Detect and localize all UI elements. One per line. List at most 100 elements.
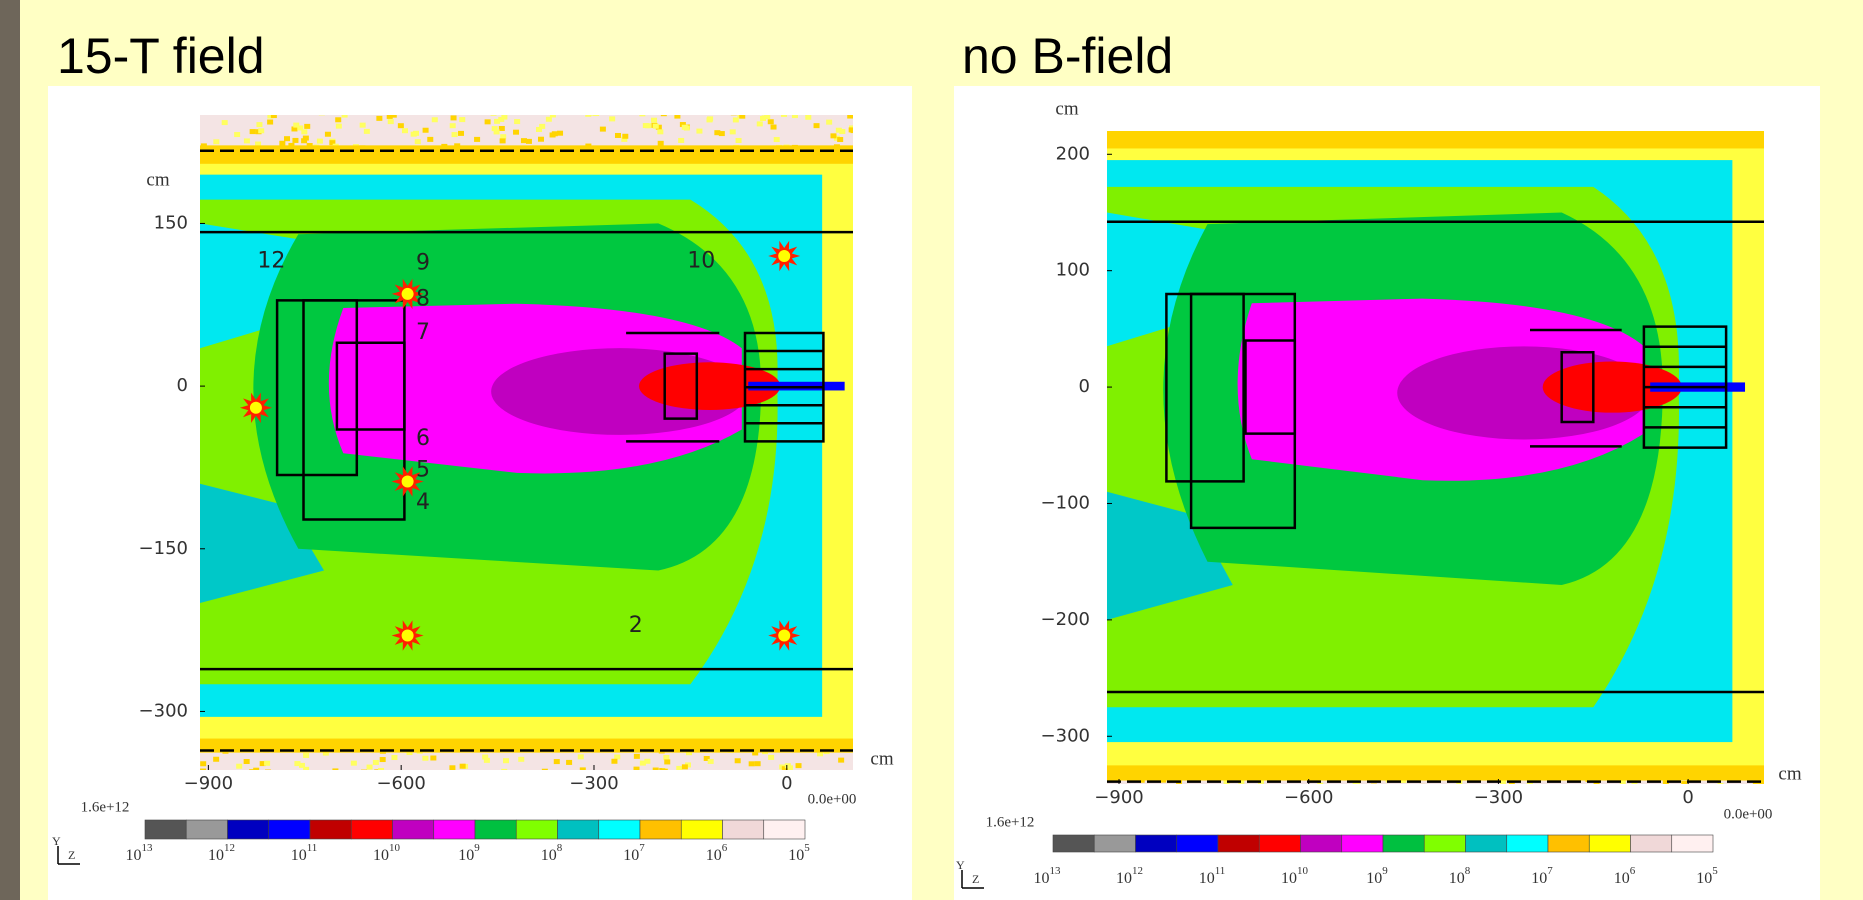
speckle xyxy=(557,130,564,136)
colorbar-swatch xyxy=(474,819,517,840)
colorbar-tick-exponent: 9 xyxy=(1382,865,1388,877)
speckle xyxy=(264,769,271,770)
orientation-label: Z xyxy=(68,848,75,862)
speckle xyxy=(599,126,606,132)
speckle xyxy=(847,115,853,119)
speckle xyxy=(707,758,714,764)
speckle xyxy=(329,140,336,146)
y-tick-label: 0 xyxy=(1079,376,1090,397)
y-tick-label: −300 xyxy=(139,700,188,721)
colorbar-tick-label: 107 xyxy=(1531,865,1553,887)
colorbar-swatch xyxy=(680,819,723,840)
colorbar-tick-exponent: 11 xyxy=(307,842,318,854)
speckle xyxy=(1317,782,1324,784)
speckle xyxy=(664,759,671,765)
speckle xyxy=(759,115,766,121)
speckle xyxy=(686,750,693,756)
colorbar-swatch xyxy=(722,819,765,840)
speckle xyxy=(494,118,501,124)
speckle xyxy=(379,757,386,763)
speckle xyxy=(431,117,438,123)
x-tick-label: −300 xyxy=(569,773,618,794)
speckle xyxy=(681,764,688,770)
speckle xyxy=(614,132,621,138)
speckle xyxy=(335,117,342,123)
colorbar-tick-base: 10 xyxy=(1449,870,1465,887)
speckle xyxy=(350,760,357,766)
speckle xyxy=(514,119,521,125)
x-unit: cm xyxy=(1778,763,1801,784)
speckle xyxy=(374,769,381,770)
speckle xyxy=(255,141,262,147)
speckle xyxy=(499,138,506,144)
colorbar-tick-base: 10 xyxy=(126,847,142,864)
speckle xyxy=(536,126,543,132)
colorbar-min-label: 0.0e+00 xyxy=(808,791,857,807)
speckle xyxy=(422,127,429,133)
colorbar-swatch xyxy=(1588,834,1631,853)
speckle xyxy=(503,758,510,764)
y-tick-label: −100 xyxy=(1041,492,1090,513)
detector-label: 4 xyxy=(416,490,430,515)
speckle xyxy=(703,755,710,761)
speckle xyxy=(427,136,434,142)
speckle xyxy=(537,136,544,142)
source-star-center xyxy=(249,401,262,414)
detector-outline xyxy=(1530,328,1622,448)
colorbar-swatch xyxy=(1465,834,1508,853)
speckle xyxy=(1619,779,1626,784)
x-tick-label: −900 xyxy=(1094,787,1143,808)
heatmap xyxy=(200,115,853,770)
source-star-center xyxy=(778,629,791,642)
speckle xyxy=(639,760,646,766)
colorbar-tick-base: 10 xyxy=(373,847,389,864)
speckle xyxy=(264,760,271,766)
speckle xyxy=(767,119,774,125)
speckle xyxy=(322,750,329,756)
speckle xyxy=(657,140,664,146)
detector-outline xyxy=(1560,350,1595,424)
x-unit: cm xyxy=(870,748,893,769)
orientation-label: Z xyxy=(972,872,979,886)
speckle xyxy=(397,123,404,129)
colorbar-swatch xyxy=(1052,834,1095,853)
speckle xyxy=(293,122,300,128)
y-tick-label: 0 xyxy=(177,375,188,396)
speckle xyxy=(498,116,505,122)
speckle xyxy=(390,115,397,118)
colorbar-swatch xyxy=(350,819,393,840)
speckle xyxy=(520,138,527,144)
speckle xyxy=(1717,782,1724,784)
speckle xyxy=(267,119,274,125)
speckle xyxy=(833,135,840,141)
speckle xyxy=(412,130,419,136)
speckle xyxy=(1370,783,1377,784)
speckle xyxy=(1238,778,1245,784)
speckle xyxy=(459,763,466,769)
colorbar-swatch xyxy=(1382,834,1425,853)
speckle xyxy=(585,115,592,117)
speckle xyxy=(513,769,520,770)
speckle xyxy=(739,115,746,119)
speckle xyxy=(734,758,741,764)
speckle xyxy=(752,750,759,756)
colorbar-swatch xyxy=(433,819,476,840)
colorbar-tick-exponent: 7 xyxy=(639,842,645,854)
speckle xyxy=(200,761,207,767)
speckle xyxy=(729,129,736,135)
y-tick-label: −150 xyxy=(139,538,188,559)
colorbar-swatch xyxy=(1176,834,1219,853)
speckle xyxy=(611,758,618,764)
speckle xyxy=(678,137,685,143)
colorbar-swatch xyxy=(227,819,270,840)
y-unit: cm xyxy=(146,169,169,190)
y-tick-label: −300 xyxy=(1041,725,1090,746)
y-tick-label: −200 xyxy=(1041,609,1090,630)
speckle xyxy=(838,757,845,763)
colorbar-swatch xyxy=(557,819,600,840)
speckle xyxy=(401,128,408,134)
colorbar-tick-label: 1012 xyxy=(208,842,235,864)
speckle xyxy=(795,763,802,769)
colorbar-tick-exponent: 5 xyxy=(1712,865,1718,877)
speckle xyxy=(813,123,820,129)
